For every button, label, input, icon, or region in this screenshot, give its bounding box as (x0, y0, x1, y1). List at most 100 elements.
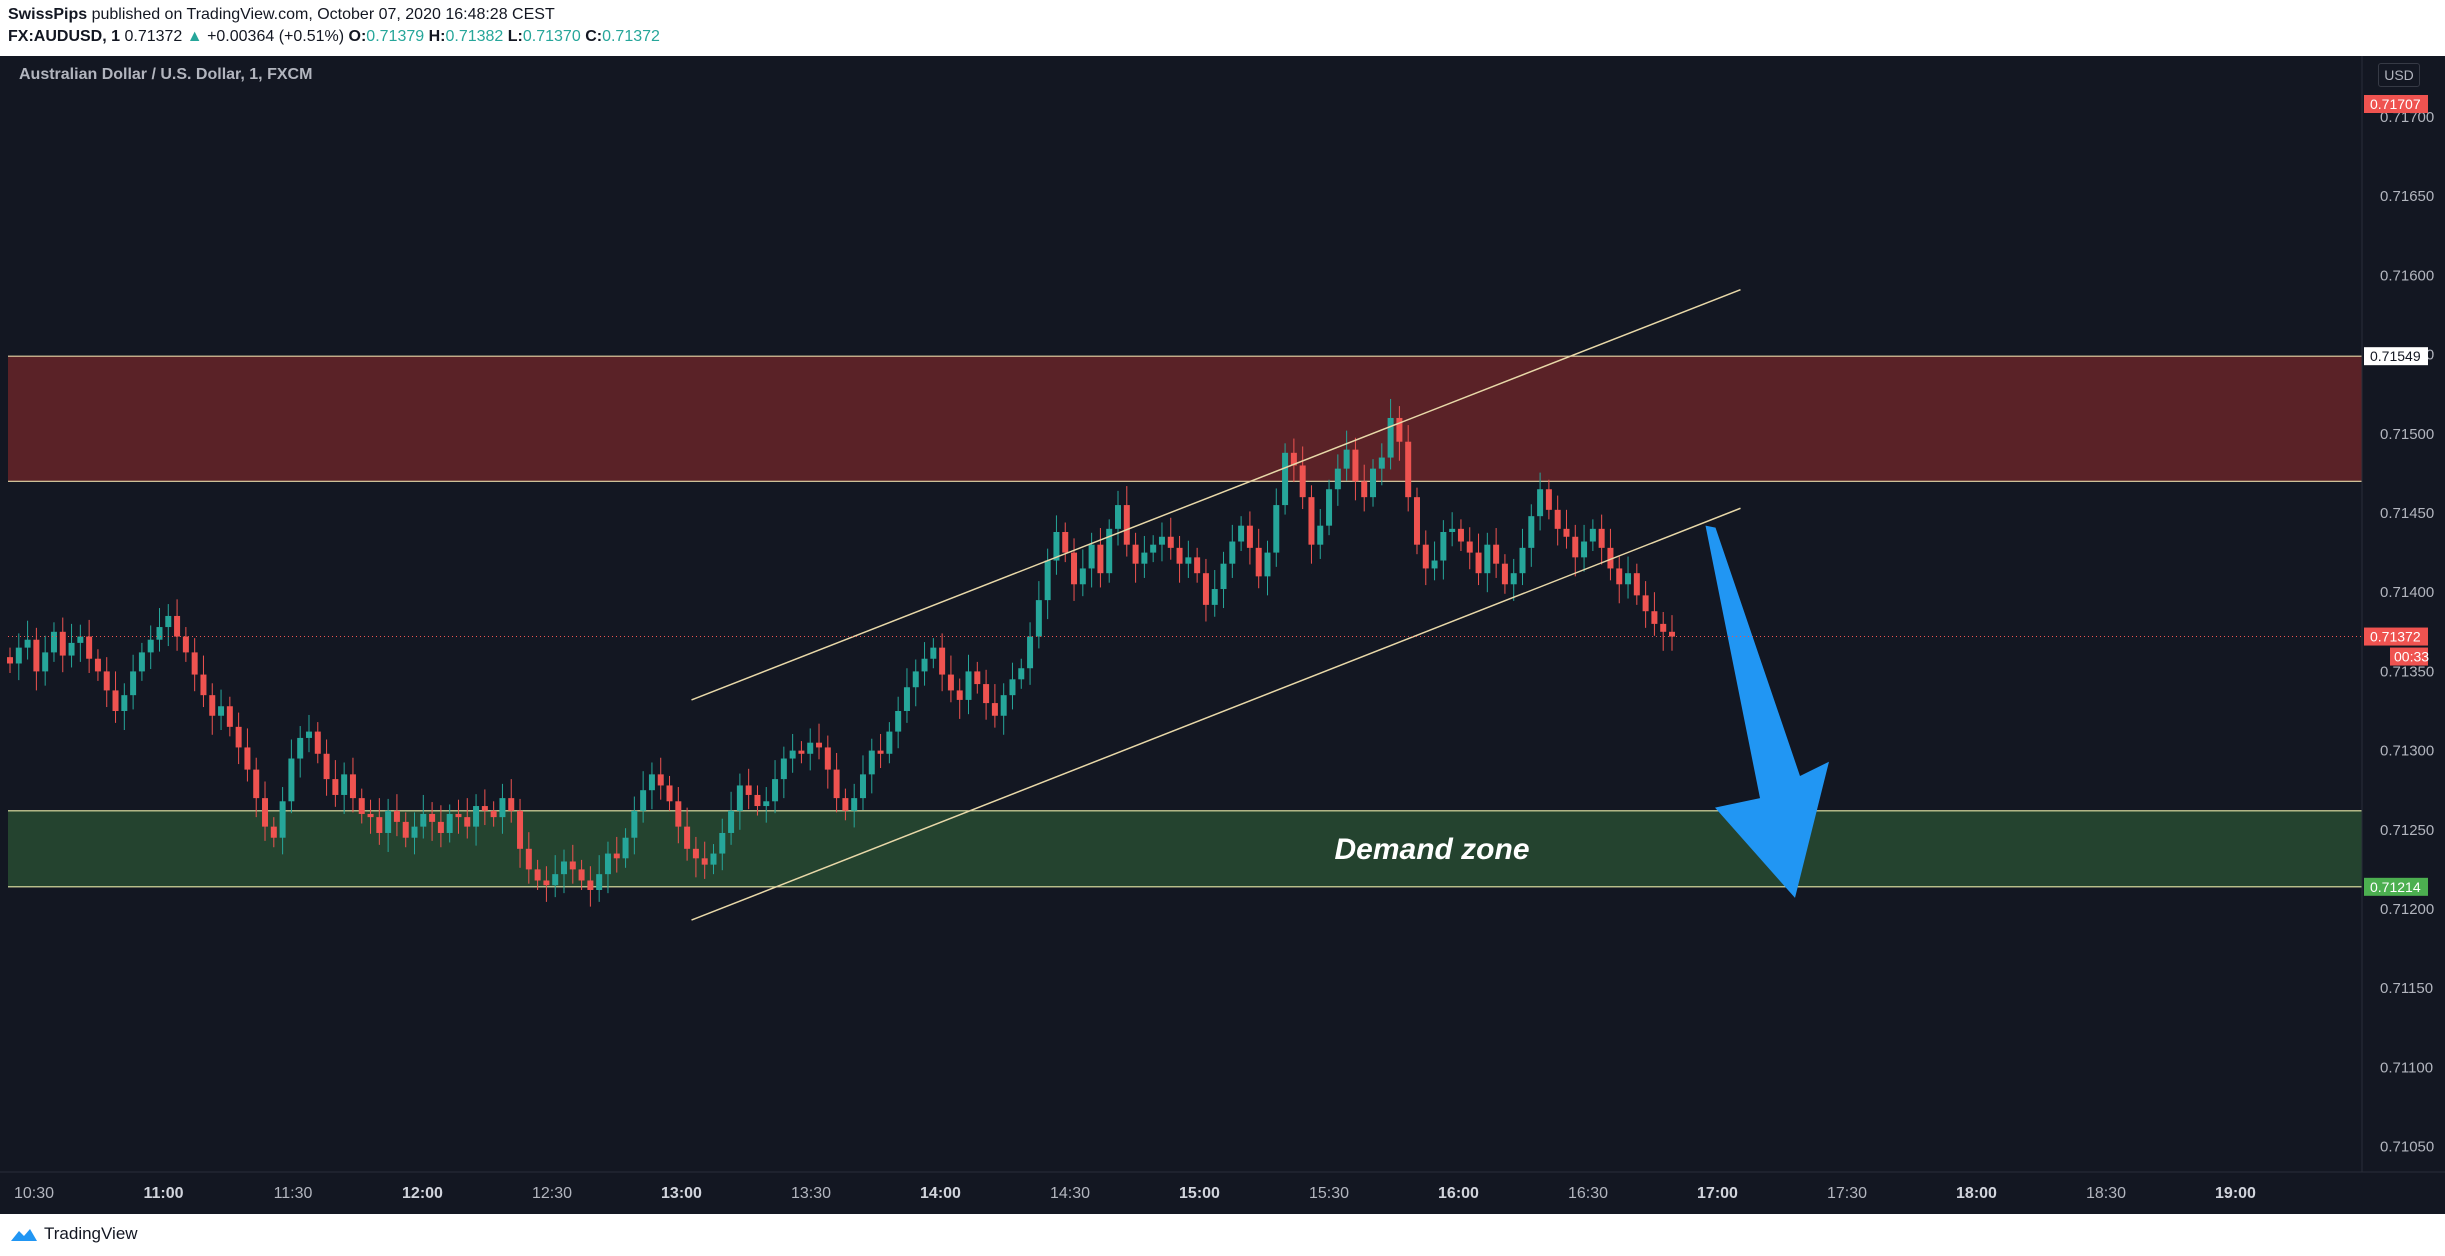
candle-body[interactable] (1167, 536, 1174, 548)
candle-body[interactable] (358, 798, 365, 814)
candle-body[interactable] (666, 785, 673, 802)
candle-body[interactable] (156, 627, 163, 640)
candle-body[interactable] (253, 769, 260, 799)
candle-body[interactable] (393, 810, 400, 822)
candle-body[interactable] (921, 658, 928, 672)
candle-body[interactable] (1616, 568, 1623, 585)
candle-body[interactable] (833, 769, 840, 799)
candle-body[interactable] (1519, 547, 1526, 574)
candle-body[interactable] (930, 647, 937, 659)
candle-body[interactable] (288, 758, 295, 802)
candle-body[interactable] (728, 810, 735, 833)
candle-body[interactable] (226, 706, 233, 727)
candle-body[interactable] (1528, 516, 1535, 548)
candle-body[interactable] (754, 794, 761, 807)
candle-body[interactable] (50, 631, 57, 653)
candle-body[interactable] (112, 690, 119, 711)
candle-body[interactable] (1115, 505, 1121, 529)
candle-body[interactable] (1405, 441, 1412, 498)
candle-body[interactable] (596, 874, 603, 890)
candle-body[interactable] (1642, 595, 1649, 612)
supply-zone-rect[interactable] (8, 356, 2362, 482)
demand-zone-rect[interactable] (8, 810, 2362, 887)
candle-body[interactable] (1378, 457, 1385, 469)
candle-body[interactable] (499, 798, 506, 818)
candle-body[interactable] (991, 703, 998, 716)
candle-body[interactable] (648, 774, 655, 791)
candle-body[interactable] (1220, 563, 1227, 590)
candle-body[interactable] (200, 674, 207, 696)
candle-body[interactable] (807, 742, 814, 754)
candle-body[interactable] (1633, 573, 1640, 596)
candle-body[interactable] (481, 806, 488, 811)
candle-body[interactable] (1554, 509, 1561, 529)
candle-body[interactable] (552, 874, 559, 886)
candle-body[interactable] (42, 652, 49, 672)
candle-body[interactable] (780, 758, 787, 780)
candle-body[interactable] (1211, 589, 1218, 605)
candle-body[interactable] (789, 750, 796, 759)
candle-body[interactable] (376, 817, 383, 833)
candle-body[interactable] (1598, 528, 1605, 548)
candle-body[interactable] (385, 810, 392, 833)
candle-body[interactable] (631, 810, 638, 838)
candle-body[interactable] (534, 869, 541, 881)
candle-body[interactable] (59, 631, 66, 656)
candle-body[interactable] (1660, 623, 1667, 632)
candle-body[interactable] (517, 810, 524, 849)
candle-body[interactable] (1334, 468, 1341, 490)
candle-body[interactable] (1123, 505, 1130, 545)
candle-body[interactable] (138, 652, 145, 672)
candle-body[interactable] (411, 826, 418, 838)
candle-body[interactable] (1158, 536, 1165, 545)
candle-body[interactable] (1475, 552, 1482, 574)
candle-body[interactable] (1572, 536, 1579, 558)
bearish-arrow[interactable] (1705, 525, 1830, 898)
candle-body[interactable] (1308, 497, 1315, 545)
candle-body[interactable] (1053, 532, 1060, 561)
candle-body[interactable] (947, 674, 954, 691)
candle-body[interactable] (912, 671, 919, 688)
channel-upper-line[interactable] (691, 288, 1741, 701)
candle-body[interactable] (165, 615, 172, 628)
candle-body[interactable] (244, 747, 251, 770)
candle-body[interactable] (94, 658, 101, 672)
candle-body[interactable] (640, 790, 647, 811)
candle-body[interactable] (1106, 528, 1113, 574)
candle-body[interactable] (1027, 636, 1034, 669)
candle-body[interactable] (508, 798, 515, 811)
candle-body[interactable] (798, 750, 805, 754)
candle-body[interactable] (1510, 573, 1517, 585)
candle-body[interactable] (1000, 695, 1007, 716)
candle-body[interactable] (1255, 547, 1262, 577)
candle-body[interactable] (983, 684, 990, 704)
author-name[interactable]: SwissPips (8, 6, 88, 23)
candle-body[interactable] (1361, 481, 1368, 498)
candle-body[interactable] (895, 711, 902, 732)
candle-body[interactable] (763, 801, 770, 807)
candle-body[interactable] (1035, 600, 1042, 637)
candle-body[interactable] (1246, 525, 1253, 548)
candle-body[interactable] (1097, 544, 1104, 574)
candle-body[interactable] (543, 880, 550, 886)
currency-button[interactable]: USD (2378, 63, 2420, 87)
candle-body[interactable] (7, 657, 13, 664)
candle-body[interactable] (103, 671, 110, 691)
candle-body[interactable] (1299, 465, 1306, 498)
candle-body[interactable] (1449, 528, 1456, 533)
candle-body[interactable] (314, 731, 321, 754)
candle-body[interactable] (1457, 528, 1464, 542)
chart-pane[interactable]: Demand zone0.717000.716500.716000.715500… (0, 56, 2445, 1214)
candle-body[interactable] (965, 671, 972, 700)
candle-body[interactable] (719, 832, 726, 854)
candle-body[interactable] (1651, 611, 1658, 624)
candle-body[interactable] (657, 774, 664, 786)
candle-body[interactable] (305, 731, 312, 738)
candle-body[interactable] (270, 826, 277, 838)
channel-lower-line[interactable] (691, 507, 1741, 921)
candle-body[interactable] (1413, 497, 1420, 545)
candle-body[interactable] (297, 737, 304, 759)
candle-body[interactable] (455, 813, 462, 818)
candle-body[interactable] (1273, 505, 1280, 553)
candle-body[interactable] (429, 813, 436, 822)
